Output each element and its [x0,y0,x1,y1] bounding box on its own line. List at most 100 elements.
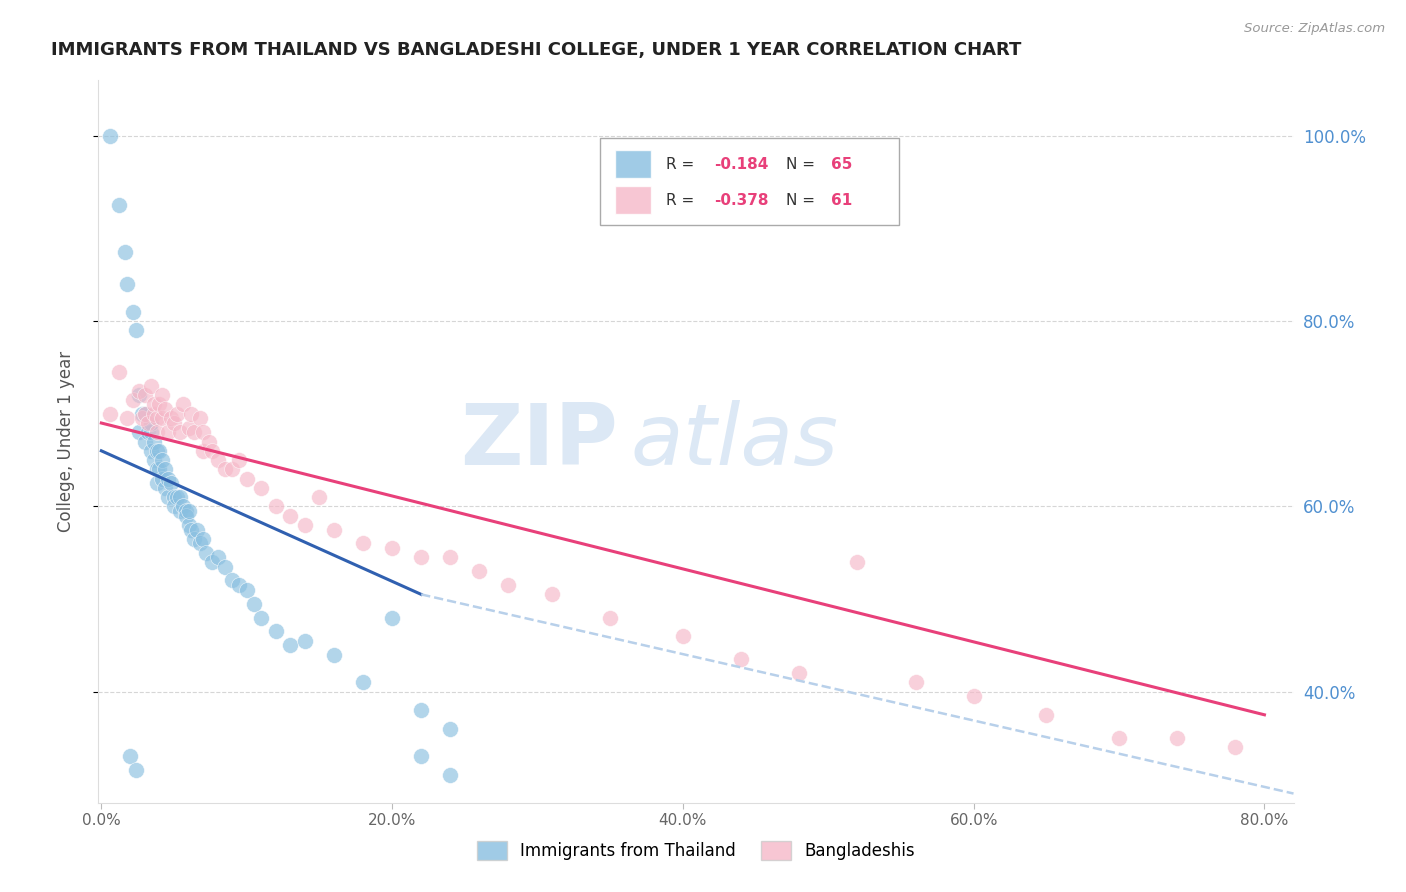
Point [145,425,167,440]
Point [125,764,148,778]
Point [142,397,165,411]
Point [157,425,180,440]
Legend: Immigrants from Thailand, Bangladeshis: Immigrants from Thailand, Bangladeshis [470,834,922,867]
Point [117,277,139,291]
Point [180,407,202,421]
Point [201,443,224,458]
Point [174,504,197,518]
Y-axis label: College, Under 1 year: College, Under 1 year [56,351,75,533]
Point [139,425,162,440]
Point [166,490,188,504]
Text: N =: N = [786,193,820,208]
Point [155,402,177,417]
Point [352,675,374,690]
Point [207,550,229,565]
Point [177,504,200,518]
Point [411,749,433,764]
Point [122,305,145,319]
Point [963,690,986,704]
Point [186,523,208,537]
Point [730,652,752,666]
Point [411,550,433,565]
Point [188,411,211,425]
Bar [614,151,651,178]
Bar [614,186,651,214]
Point [221,462,243,476]
Point [308,490,330,504]
Point [142,453,165,467]
Point [150,453,173,467]
Text: IMMIGRANTS FROM THAILAND VS BANGLADESHI COLLEGE, UNDER 1 YEAR CORRELATION CHART: IMMIGRANTS FROM THAILAND VS BANGLADESHI … [51,41,1021,59]
Point [352,536,374,550]
Point [672,629,695,643]
Point [148,443,170,458]
Point [1166,731,1188,745]
Point [145,443,167,458]
Point [150,411,173,425]
Point [128,384,150,398]
Point [264,624,287,639]
Point [174,508,197,523]
Point [128,388,150,402]
Point [139,379,162,393]
Point [122,392,145,407]
Point [177,517,200,532]
Point [142,434,165,449]
Text: R =: R = [666,193,699,208]
Point [125,323,148,337]
Point [228,453,250,467]
Point [117,411,139,425]
Point [155,462,177,476]
Point [155,481,177,495]
Point [381,541,404,555]
Point [1108,731,1130,745]
Point [169,425,191,440]
Point [294,517,316,532]
Point [163,500,186,514]
Text: 65: 65 [831,157,852,171]
Point [139,443,162,458]
Point [150,388,173,402]
Point [207,453,229,467]
Point [243,597,266,611]
Point [191,532,214,546]
Point [107,365,129,379]
Point [228,578,250,592]
Point [134,434,156,449]
Point [150,472,173,486]
Text: R =: R = [666,157,699,171]
Point [323,648,346,662]
Point [169,490,191,504]
Point [323,523,346,537]
Point [128,425,150,440]
Point [439,768,461,782]
Text: -0.184: -0.184 [714,157,768,171]
Point [264,500,287,514]
Text: atlas: atlas [630,400,838,483]
FancyBboxPatch shape [600,138,900,225]
Point [198,434,221,449]
Point [180,523,202,537]
Point [439,550,461,565]
Point [157,472,180,486]
Point [221,574,243,588]
Point [148,462,170,476]
Point [439,722,461,736]
Point [188,536,211,550]
Text: 61: 61 [831,193,852,208]
Point [134,407,156,421]
Point [381,610,404,624]
Text: -0.378: -0.378 [714,193,769,208]
Point [166,407,188,421]
Point [142,407,165,421]
Point [214,559,236,574]
Point [172,397,194,411]
Point [195,546,218,560]
Point [163,416,186,430]
Point [148,397,170,411]
Point [183,425,205,440]
Point [214,462,236,476]
Text: N =: N = [786,157,820,171]
Point [541,587,564,601]
Point [136,416,159,430]
